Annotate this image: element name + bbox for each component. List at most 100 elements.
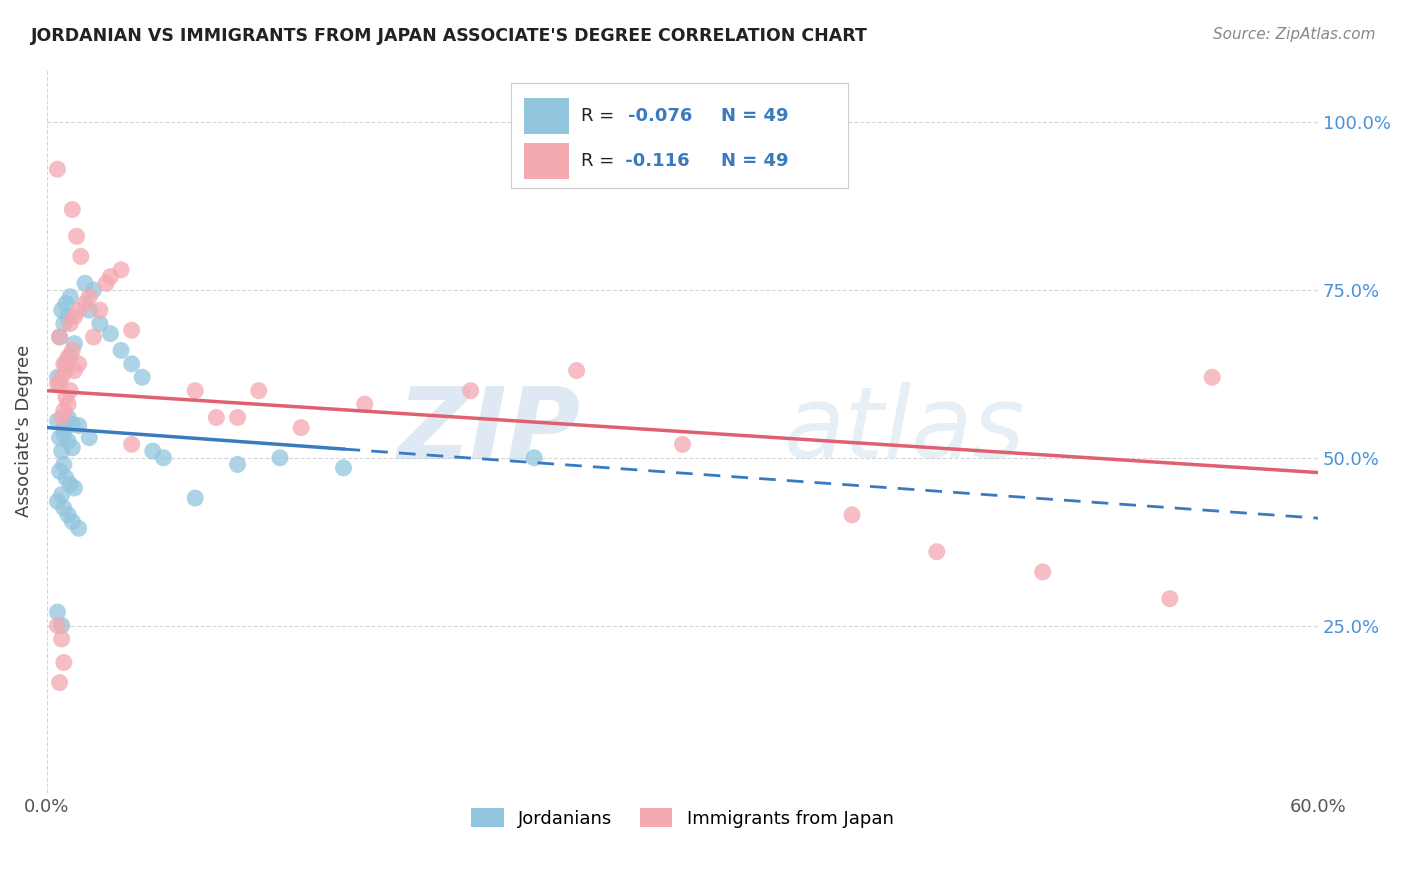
Point (110, 263, 132, 277)
Point (1032, 565, 1054, 579)
Point (56, 397, 79, 411)
Text: JORDANIAN VS IMMIGRANTS FROM JAPAN ASSOCIATE'S DEGREE CORRELATION CHART: JORDANIAN VS IMMIGRANTS FROM JAPAN ASSOC… (31, 27, 868, 45)
Point (52, 404, 75, 418)
Point (65, 229, 87, 244)
Text: -0.076: -0.076 (628, 107, 692, 125)
Point (48, 675, 70, 690)
Point (55, 357, 77, 371)
Point (52, 357, 75, 371)
Point (59, 350, 82, 364)
Point (51, 410, 73, 425)
Point (59, 317, 82, 331)
Point (73, 277, 96, 291)
Point (269, 450, 291, 465)
FancyBboxPatch shape (510, 83, 848, 188)
Point (48, 330, 70, 344)
Legend: Jordanians, Immigrants from Japan: Jordanians, Immigrants from Japan (464, 801, 901, 835)
Point (51, 488, 73, 502)
Text: R =: R = (581, 153, 620, 170)
Point (89, 303, 111, 318)
Point (184, 384, 207, 398)
Point (565, 363, 588, 377)
Point (69, 249, 91, 263)
Point (48, 431, 70, 445)
Text: -0.116: -0.116 (619, 153, 689, 170)
Text: ZIP: ZIP (398, 383, 581, 479)
Point (56, 350, 79, 364)
Point (60, 417, 83, 432)
Point (121, 357, 143, 371)
Point (142, 444, 165, 458)
Point (67, 357, 90, 371)
Point (121, 437, 143, 451)
Point (226, 458, 249, 472)
Point (671, 437, 693, 451)
Point (184, 491, 207, 505)
Point (60, 441, 83, 455)
Point (925, 545, 948, 559)
Point (67, 521, 90, 535)
Point (77, 431, 100, 445)
Point (77, 303, 100, 318)
Point (51, 370, 73, 384)
Point (55, 363, 77, 377)
Point (46, 162, 69, 177)
Point (226, 410, 249, 425)
Point (56, 310, 79, 324)
Point (83, 330, 105, 344)
FancyBboxPatch shape (523, 144, 569, 179)
Point (46, 376, 69, 391)
Point (1201, 370, 1223, 384)
Text: N = 49: N = 49 (721, 153, 789, 170)
Point (67, 303, 90, 318)
Point (460, 384, 482, 398)
Point (100, 269, 122, 284)
Point (55, 471, 77, 485)
Point (52, 458, 75, 472)
Point (353, 397, 375, 411)
Text: N = 49: N = 49 (721, 107, 789, 125)
Point (56, 434, 79, 448)
Point (131, 370, 153, 384)
Point (46, 618, 69, 632)
Point (51, 303, 73, 318)
Point (48, 330, 70, 344)
Point (332, 460, 354, 475)
FancyBboxPatch shape (523, 97, 569, 134)
Point (63, 363, 86, 377)
Point (100, 326, 122, 341)
Point (56, 508, 79, 522)
Point (46, 494, 69, 508)
Point (63, 310, 86, 324)
Point (77, 290, 100, 304)
Point (67, 418, 90, 433)
Point (152, 450, 174, 465)
Text: Source: ZipAtlas.com: Source: ZipAtlas.com (1212, 27, 1375, 42)
Point (63, 336, 86, 351)
Point (523, 450, 546, 465)
Point (52, 501, 75, 516)
Point (52, 420, 75, 434)
Point (1159, 591, 1181, 606)
Point (56, 410, 79, 425)
Point (51, 618, 73, 632)
Point (48, 376, 70, 391)
Point (46, 414, 69, 428)
Point (51, 632, 73, 646)
Point (83, 283, 105, 297)
Point (55, 390, 77, 404)
Point (60, 515, 83, 529)
Point (52, 427, 75, 442)
Point (63, 481, 86, 495)
Point (59, 477, 82, 491)
Point (59, 290, 82, 304)
Point (290, 420, 312, 434)
Text: atlas: atlas (785, 383, 1026, 479)
Point (60, 343, 83, 358)
Point (46, 605, 69, 619)
Point (205, 410, 228, 425)
Point (48, 464, 70, 478)
Point (121, 323, 143, 337)
Point (73, 296, 96, 310)
Point (55, 296, 77, 310)
